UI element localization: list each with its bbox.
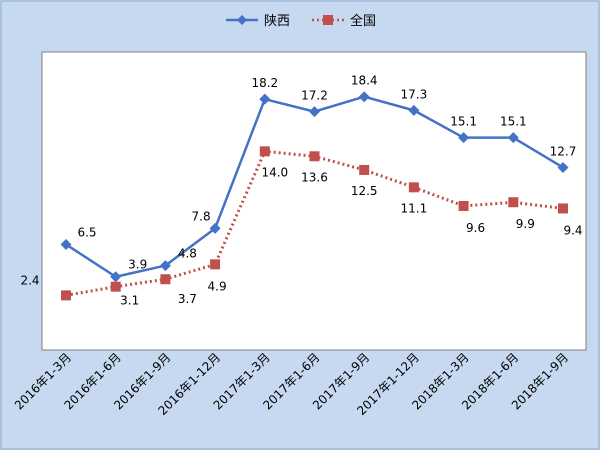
data-point-national (558, 203, 568, 214)
data-label-shaanxi: 18.4 (351, 74, 378, 88)
data-label-national: 9.6 (466, 221, 485, 235)
data-point-national (160, 274, 171, 285)
data-point-shaanxi (507, 132, 519, 144)
data-point-national (259, 146, 270, 157)
data-label-national: 9.9 (516, 217, 535, 231)
legend-item-shaanxi: 陕西 (226, 14, 290, 29)
data-point-national (359, 164, 370, 175)
data-label-national: 13.6 (301, 170, 328, 184)
data-label-national: 2.4 (20, 273, 39, 287)
legend-label-national: 全国 (350, 13, 376, 29)
series-national (61, 146, 568, 301)
data-label-shaanxi: 17.2 (301, 89, 328, 103)
data-point-shaanxi (408, 104, 420, 116)
legend-marker-national (323, 15, 333, 25)
data-label-national: 14.0 (261, 165, 288, 179)
data-point-national (458, 200, 469, 211)
legend-label-shaanxi: 陕西 (264, 14, 290, 29)
data-label-shaanxi: 15.1 (450, 115, 477, 129)
data-label-shaanxi: 17.3 (401, 87, 428, 101)
data-label-shaanxi: 7.8 (192, 209, 211, 223)
data-label-national: 4.9 (208, 279, 227, 293)
data-label-shaanxi: 12.7 (550, 144, 577, 158)
series-shaanxi (60, 91, 569, 283)
legend-marker-shaanxi (237, 15, 247, 25)
data-label-national: 3.1 (120, 294, 139, 308)
data-point-shaanxi (110, 271, 122, 283)
legend-item-national: 全国 (312, 13, 376, 29)
data-point-national (110, 281, 121, 292)
data-point-shaanxi (209, 222, 221, 234)
data-label-shaanxi: 4.8 (178, 247, 197, 261)
series-layer (60, 91, 569, 301)
data-label-national: 9.4 (563, 223, 582, 237)
data-label-shaanxi: 18.2 (251, 76, 278, 90)
data-point-shaanxi (557, 161, 569, 173)
data-point-shaanxi (358, 91, 370, 103)
data-point-national (508, 197, 519, 208)
data-label-national: 12.5 (351, 184, 378, 198)
data-label-shaanxi: 15.1 (500, 115, 527, 129)
data-point-shaanxi (159, 260, 171, 272)
data-point-national (408, 182, 419, 193)
data-labels: 6.5 3.9 4.8 7.8 18.2 17.2 18.4 17.3 15.1 15.1 12.7… (20, 74, 582, 308)
data-point-national (210, 259, 221, 270)
data-label-national: 11.1 (401, 201, 428, 215)
data-point-shaanxi (60, 238, 72, 250)
data-point-shaanxi (259, 93, 271, 105)
data-point-shaanxi (458, 132, 470, 144)
data-point-national (309, 151, 320, 162)
plot-area (41, 51, 587, 351)
data-label-national: 3.7 (178, 292, 197, 306)
data-label-shaanxi: 6.5 (77, 225, 96, 239)
legend: 陕西 全国 (226, 13, 376, 29)
data-point-national (61, 290, 71, 301)
data-point-shaanxi (309, 106, 320, 118)
data-label-shaanxi: 3.9 (128, 258, 147, 272)
